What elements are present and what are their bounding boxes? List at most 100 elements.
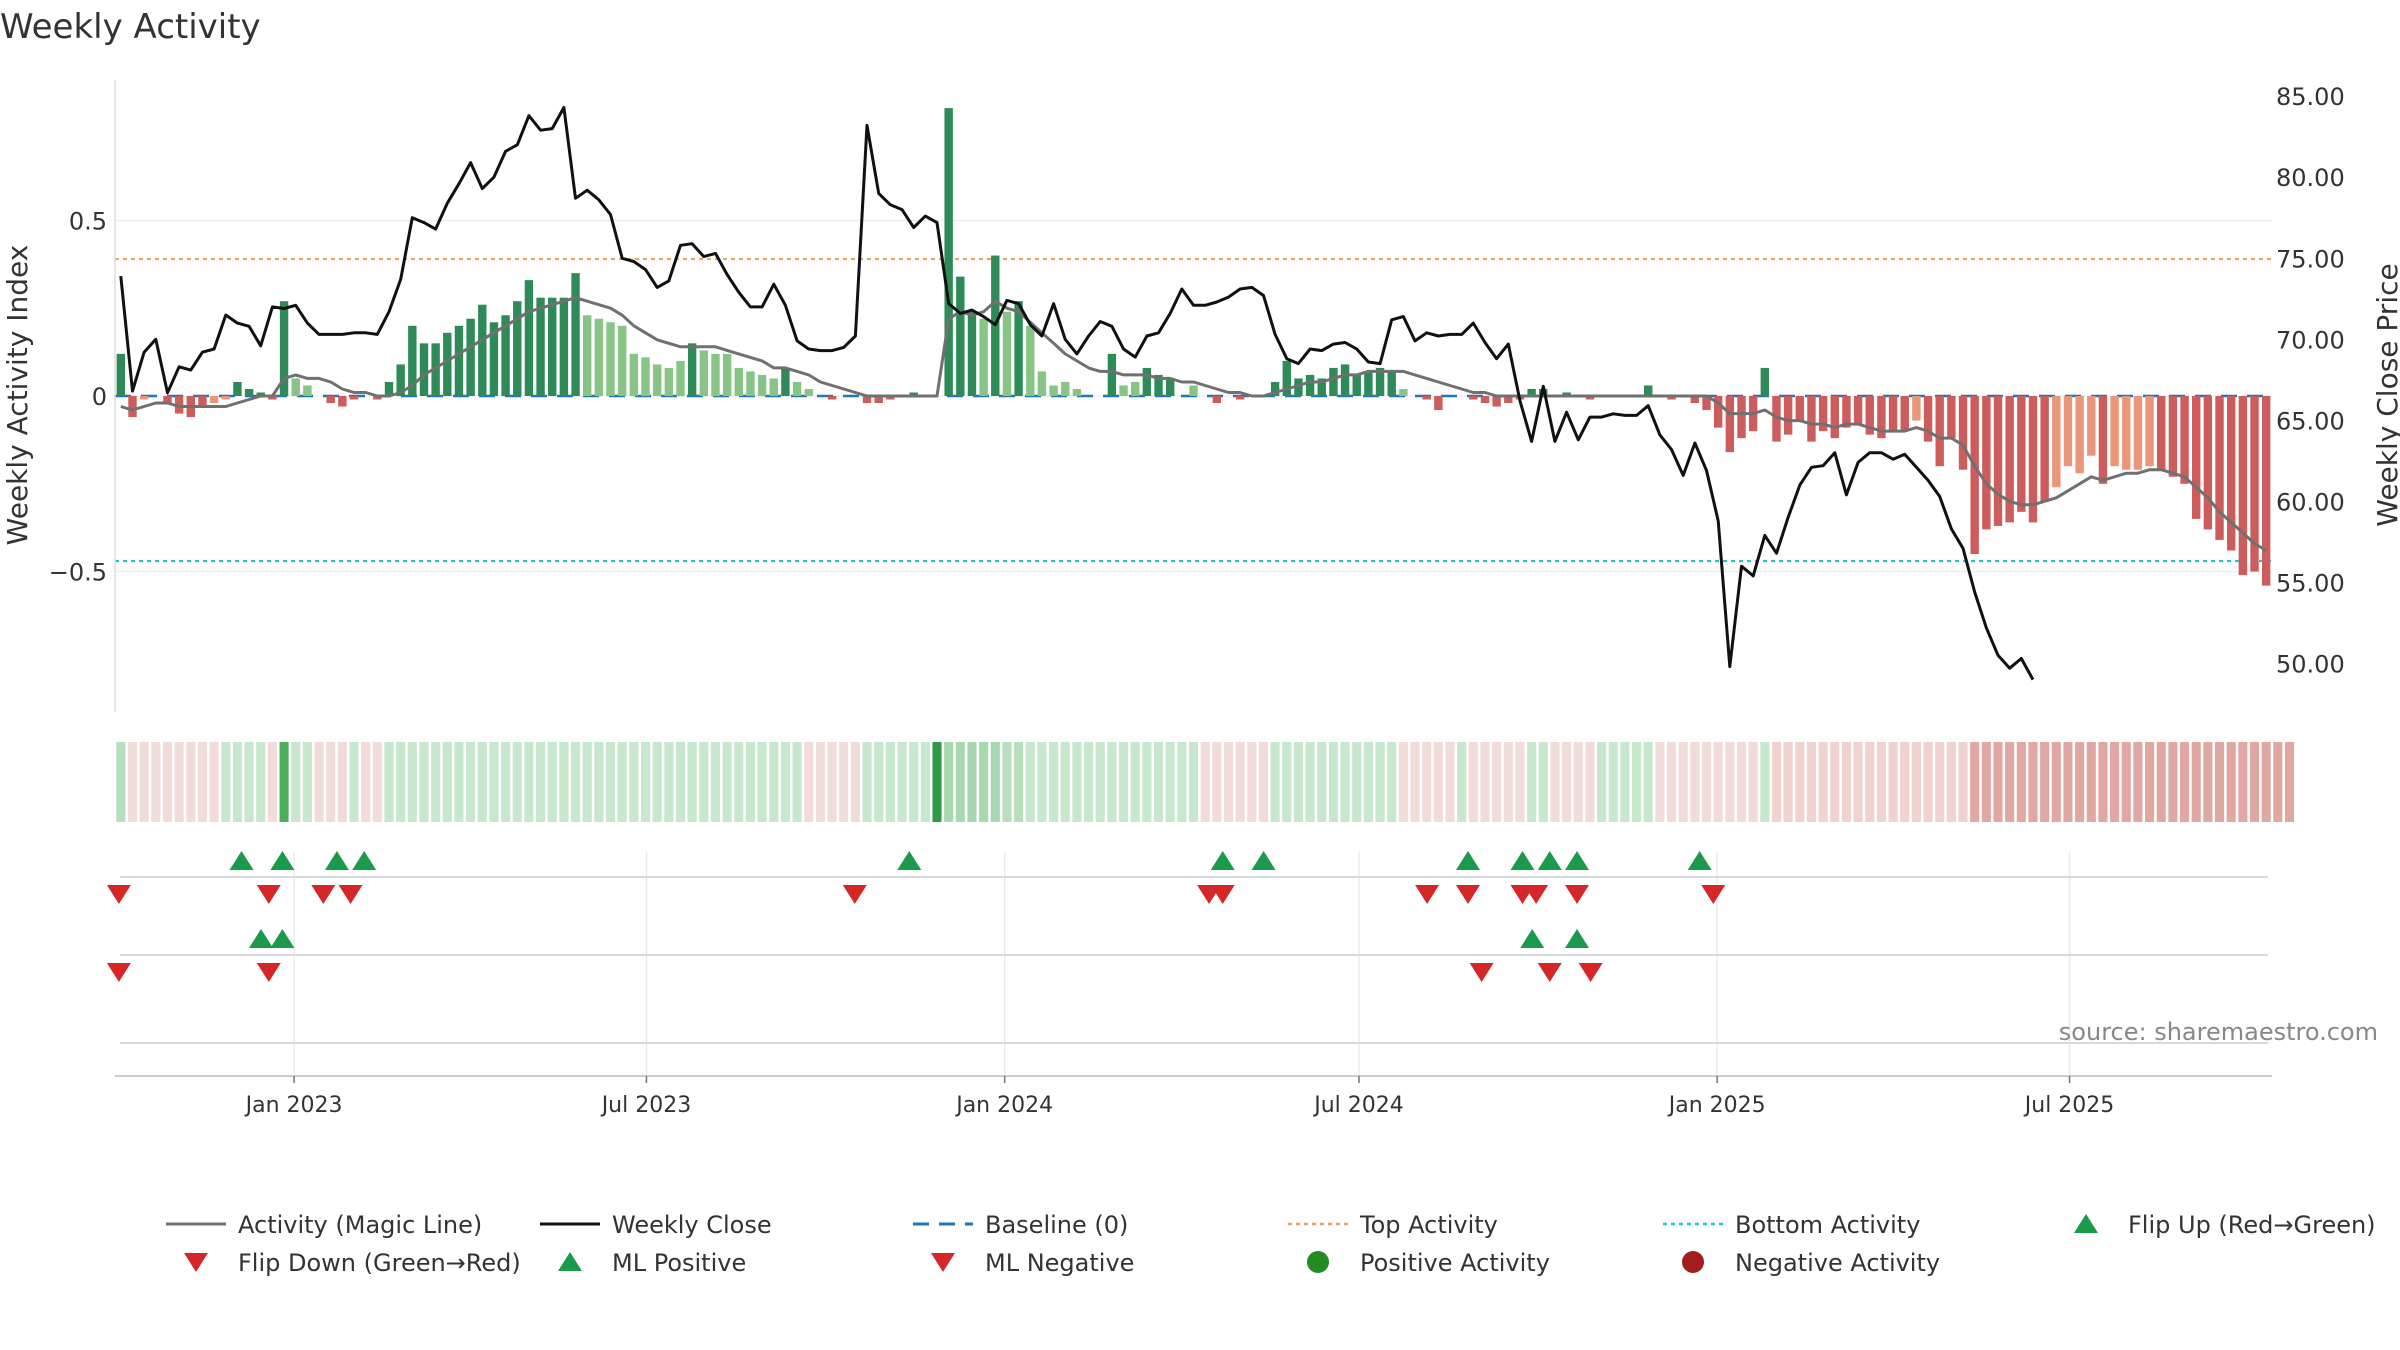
ml-positive-marker — [270, 929, 295, 948]
activity-bar — [454, 325, 464, 396]
color-band-cell — [1422, 742, 1432, 822]
color-band-cell — [442, 742, 452, 822]
activity-bar — [1119, 385, 1128, 396]
activity-bar — [1993, 396, 2003, 526]
activity-bar — [221, 396, 230, 400]
color-band-cell — [1538, 742, 1548, 822]
color-band-cell — [722, 742, 732, 822]
flip-down-marker — [1701, 885, 1726, 904]
color-band-cell — [1153, 742, 1164, 822]
color-band-cell — [1095, 742, 1105, 822]
flip-down-marker — [1455, 885, 1480, 904]
ml-positive-marker — [1520, 929, 1545, 948]
y-left-tick-label: −0.5 — [49, 559, 107, 587]
activity-bar — [2261, 396, 2271, 586]
color-band-cell — [1970, 742, 1980, 822]
color-band-cell — [1841, 742, 1851, 822]
legend-label: Flip Down (Green→Red) — [238, 1249, 521, 1277]
y-left-tick-label: 0 — [92, 383, 107, 411]
activity-bar — [734, 367, 743, 396]
flip-down-marker — [106, 885, 131, 904]
y-right-tick-label: 50.00 — [2276, 650, 2345, 678]
flip-up-marker — [1210, 851, 1235, 870]
activity-bar — [571, 273, 580, 396]
activity-bar — [256, 392, 265, 396]
activity-bar — [1434, 396, 1443, 411]
flip-up-marker — [270, 851, 295, 870]
color-band-cell — [1760, 742, 1770, 822]
color-band-cell — [745, 742, 755, 822]
activity-bar — [209, 396, 219, 404]
activity-bar — [1026, 325, 1035, 396]
activity-bar — [1912, 396, 1921, 421]
y-axis-left-label: Weekly Activity Index — [1, 245, 34, 546]
color-band-cell — [2133, 742, 2143, 822]
color-band-cell — [2110, 742, 2120, 822]
x-tick-label: Jul 2025 — [2023, 1093, 2115, 1118]
legend: Activity (Magic Line) Weekly Close Baselin… — [166, 1211, 2376, 1277]
activity-bar — [536, 297, 545, 396]
flip-up-marker — [1565, 851, 1590, 870]
color-band-cell — [827, 742, 837, 822]
color-band-cell — [757, 742, 767, 822]
activity-bar — [687, 343, 697, 396]
legend-item-negative_dot: Negative Activity — [1682, 1249, 1940, 1277]
color-band-cell — [1340, 742, 1350, 822]
flip-down-marker — [256, 885, 281, 904]
color-band-cell — [536, 742, 546, 822]
activity-bar — [909, 392, 918, 396]
flip-down-marker — [1210, 885, 1235, 904]
color-band-cell — [326, 742, 336, 822]
activity-bar — [1783, 396, 1793, 435]
ml-negative-marker — [256, 963, 281, 982]
activity-bar — [583, 315, 592, 396]
color-band-cell — [2284, 742, 2295, 822]
chart-title: Weekly Activity — [0, 7, 261, 47]
activity-bar — [174, 396, 184, 414]
color-band-cell — [1480, 742, 1490, 822]
activity-bar — [384, 381, 394, 396]
activity-bar — [1165, 378, 1175, 396]
y-right-tick-label: 60.00 — [2276, 488, 2345, 516]
color-band-cell — [361, 742, 371, 822]
activity-bar — [769, 378, 778, 396]
activity-bar — [1142, 367, 1152, 396]
legend-item-flip_down: ML Negative — [931, 1249, 1134, 1277]
activity-bar — [501, 315, 510, 396]
activity-bar — [1329, 367, 1338, 396]
activity-bar — [1947, 396, 1956, 439]
activity-bar — [116, 353, 126, 396]
color-band-cell — [1771, 742, 1782, 822]
activity-bar — [303, 385, 312, 396]
color-band-cell — [1573, 742, 1583, 822]
color-band-cell — [1398, 742, 1408, 822]
activity-bar — [2040, 396, 2049, 502]
activity-bar — [2063, 396, 2073, 467]
activity-bar — [711, 353, 720, 396]
activity-bar — [1235, 396, 1245, 400]
activity-bar — [757, 374, 767, 396]
color-band-cell — [1701, 742, 1712, 822]
activity-bars — [116, 108, 2271, 586]
color-band-cell — [1200, 742, 1210, 822]
color-band-cell — [967, 742, 977, 822]
legend-label: Negative Activity — [1735, 1249, 1940, 1277]
color-band-cell — [582, 742, 592, 822]
activity-bar — [2098, 396, 2108, 484]
color-band-cell — [839, 742, 849, 822]
flip-down-marker — [338, 885, 363, 904]
color-band-cell — [1165, 742, 1175, 822]
activity-bar — [1760, 367, 1770, 396]
activity-bar — [2028, 396, 2038, 523]
color-band-cell — [2075, 742, 2085, 822]
color-band-cell — [1923, 742, 1933, 822]
color-band-cell — [640, 742, 651, 822]
color-band-cell — [1748, 742, 1758, 822]
activity-bar — [2110, 396, 2119, 467]
activity-bar — [746, 371, 755, 396]
color-band-cell — [127, 742, 138, 822]
legend-label: Positive Activity — [1360, 1249, 1550, 1277]
activity-bar — [1644, 385, 1653, 396]
color-band-cell — [1188, 742, 1199, 822]
y-axis-right-label: Weekly Close Price — [2371, 263, 2400, 526]
